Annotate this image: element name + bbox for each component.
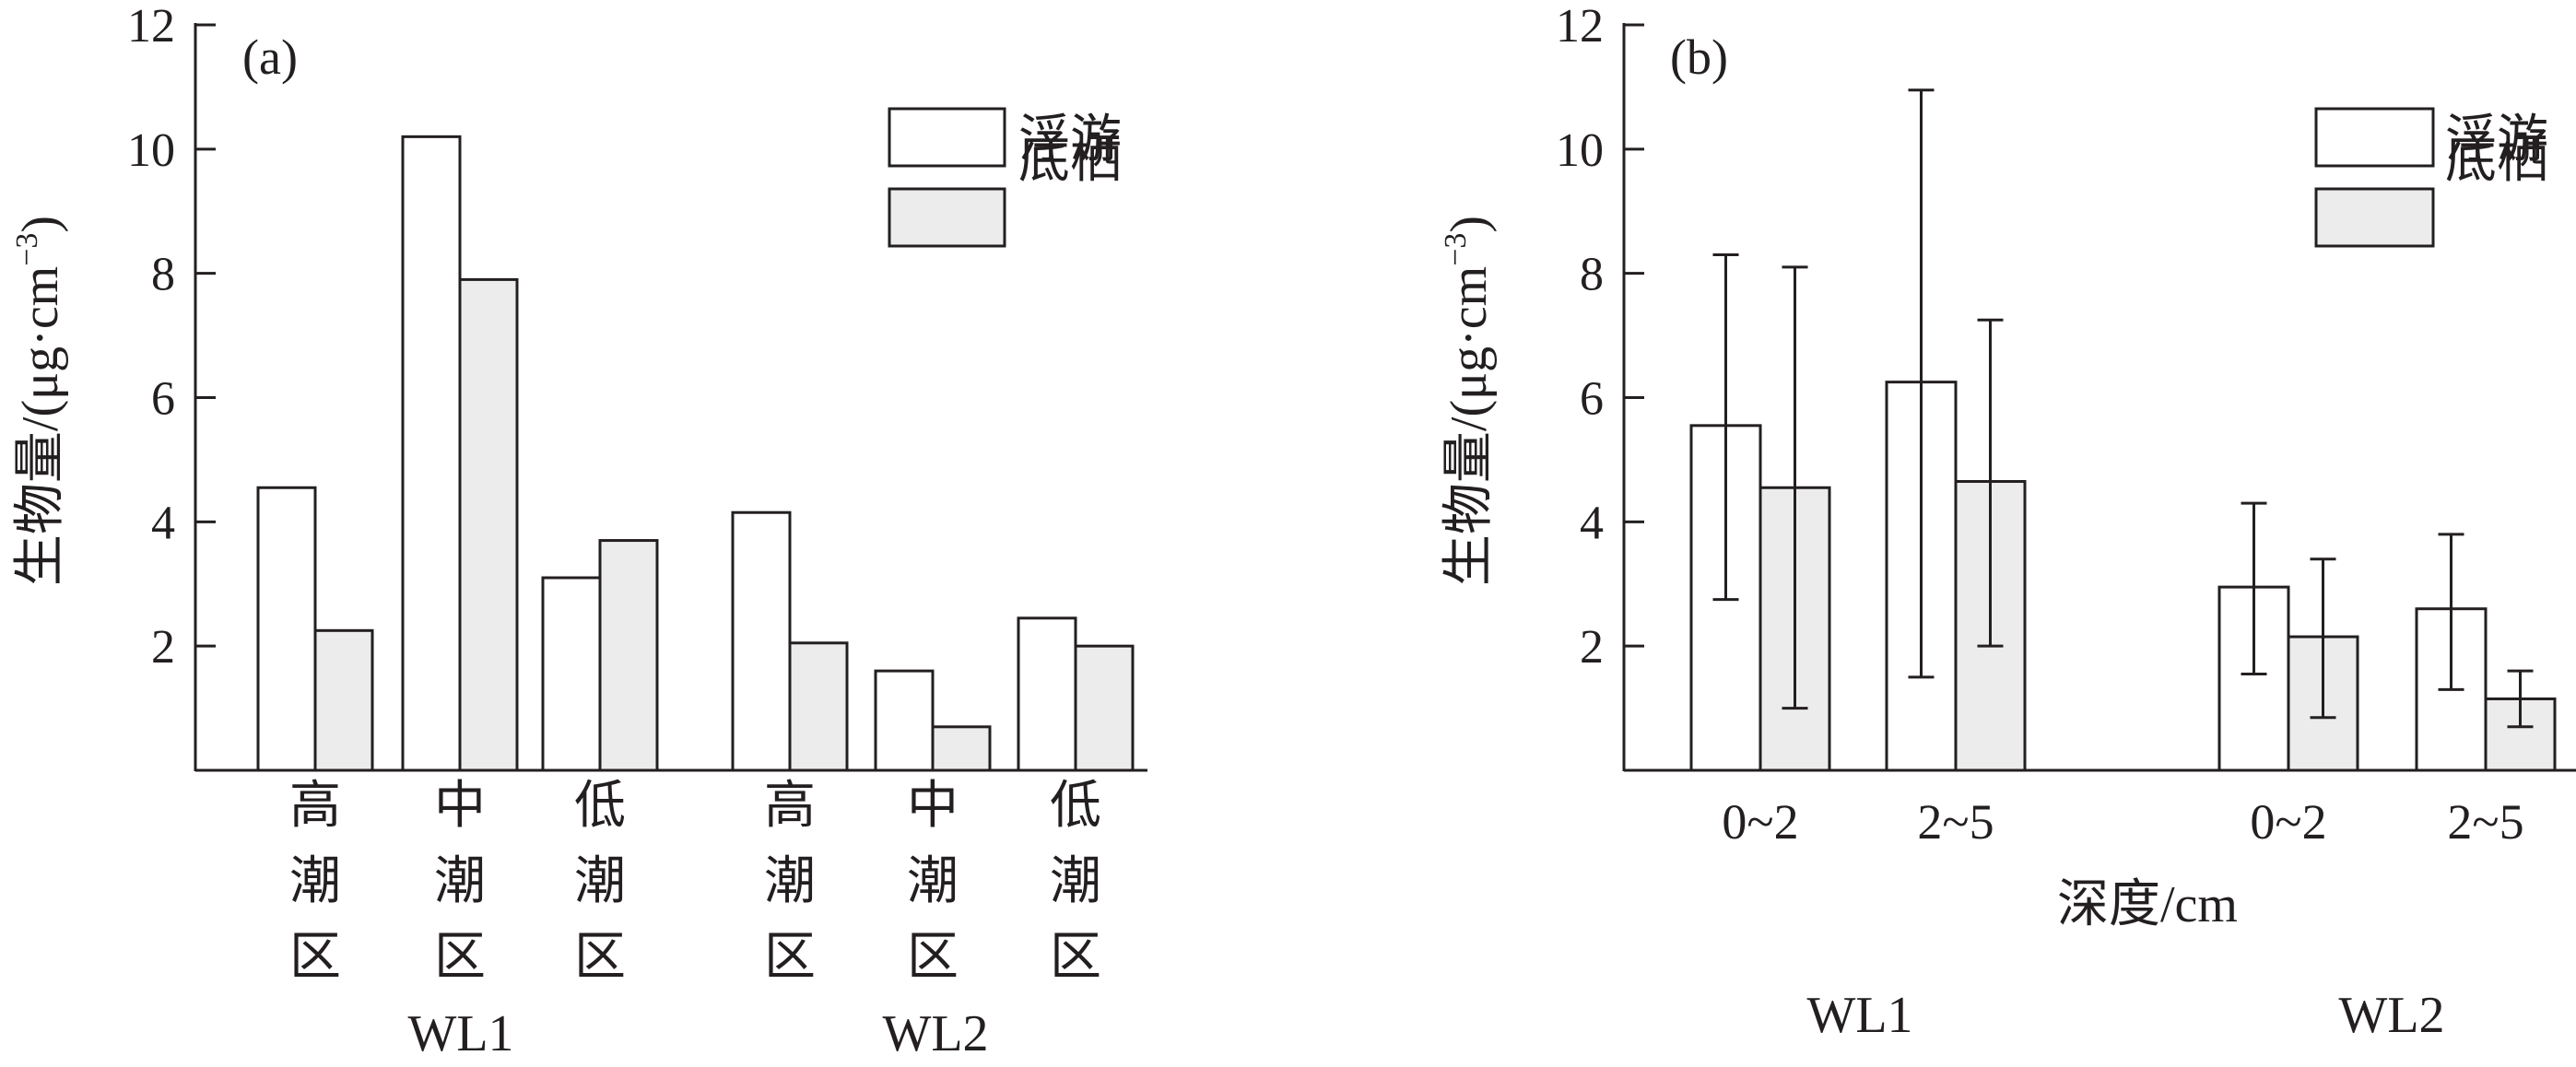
chart-panel-a: 24681012生物量/(μg·cm−3)(a)高潮区中潮区低潮区WL1高潮区中… bbox=[10, 0, 1147, 1062]
category-label-char: 区 bbox=[434, 929, 486, 986]
panel-label: (b) bbox=[1670, 29, 1728, 85]
category-label-char: 区 bbox=[574, 929, 626, 986]
category-label-char: 低 bbox=[574, 778, 626, 835]
y-tick-label: 10 bbox=[127, 124, 175, 177]
y-axis-label-superscript: −3 bbox=[1439, 233, 1473, 266]
bar-planktonic bbox=[874, 669, 935, 772]
legend-label: 浮游 bbox=[2445, 111, 2548, 169]
category-label-char: 低 bbox=[1050, 778, 1101, 835]
category-label-char: 区 bbox=[289, 929, 341, 986]
bar-benthic bbox=[931, 725, 992, 772]
group-label: WL2 bbox=[882, 1005, 988, 1062]
category-label-char: 潮 bbox=[764, 853, 816, 910]
category-label-char: 潮 bbox=[1050, 853, 1101, 910]
y-axis-label-superscript: −3 bbox=[10, 233, 44, 266]
y-axis-label-main: 生物量/(μg·cm bbox=[12, 266, 69, 586]
group-label: WL1 bbox=[1806, 987, 1912, 1044]
chart-panel-b: 2 4 6 8 10 12 生物量/(μg·cm−3) (b) 0~2 2~5 WL1 0~2 2~5 W… bbox=[1439, 0, 2576, 1044]
bar-group-wl2: 0~2 2~5 WL2 bbox=[2217, 501, 2557, 1044]
y-tick-label: 10 bbox=[1556, 124, 1604, 177]
y-axis-label: 生物量/(μg·cm−3) bbox=[10, 216, 69, 586]
category-label-char: 高 bbox=[289, 778, 341, 835]
bar-group-wl1: 0~2 2~5 WL1 bbox=[1689, 88, 2027, 1044]
bar-benthic bbox=[1074, 644, 1135, 772]
category-label: 低潮区 bbox=[1050, 778, 1101, 986]
panel-label: (a) bbox=[242, 29, 298, 85]
category-label: 高潮区 bbox=[289, 778, 341, 986]
bar-benthic bbox=[598, 539, 659, 772]
category-label: 2~5 bbox=[1917, 794, 1994, 850]
category-label: 高潮区 bbox=[764, 778, 816, 986]
y-tick-label: 6 bbox=[151, 373, 175, 426]
bar-benthic bbox=[788, 641, 849, 772]
y-tick-label: 4 bbox=[151, 497, 175, 549]
y-tick-label: 6 bbox=[1580, 373, 1604, 426]
y-tick-label: 12 bbox=[127, 0, 175, 53]
legend-label: 底栖 bbox=[1018, 132, 1122, 189]
legend-swatch-benthic bbox=[888, 187, 1006, 248]
category-label-char: 潮 bbox=[434, 853, 486, 910]
x-axis-label: 深度/cm bbox=[2057, 876, 2238, 933]
legend-swatch-planktonic bbox=[888, 107, 1006, 168]
y-tick-label: 2 bbox=[1580, 621, 1604, 674]
y-tick-label: 8 bbox=[1580, 249, 1604, 301]
bar-benthic bbox=[313, 628, 374, 772]
category-label: 中潮区 bbox=[907, 778, 959, 986]
bar-planktonic bbox=[731, 510, 792, 772]
group-label: WL1 bbox=[407, 1005, 513, 1062]
y-tick-label: 12 bbox=[1556, 0, 1604, 53]
y-tick-label: 2 bbox=[151, 621, 175, 674]
category-label-char: 高 bbox=[764, 778, 816, 835]
legend-swatch-benthic bbox=[2314, 187, 2435, 248]
category-label-char: 潮 bbox=[289, 853, 341, 910]
y-axis-label-close: ) bbox=[12, 216, 69, 233]
bar-planktonic bbox=[1017, 616, 1077, 772]
category-label-char: 中 bbox=[434, 778, 486, 835]
y-axis-label: 生物量/(μg·cm−3) bbox=[1439, 216, 1498, 586]
bar-planktonic bbox=[541, 576, 602, 772]
y-tick-label: 8 bbox=[151, 249, 175, 301]
bar-benthic bbox=[458, 277, 519, 772]
legend-label: 底栖 bbox=[2445, 132, 2548, 189]
legend-label: 浮游 bbox=[1018, 111, 1122, 169]
category-label: 中潮区 bbox=[434, 778, 486, 986]
group-label: WL2 bbox=[2338, 987, 2444, 1044]
y-axis-label-close: ) bbox=[1441, 216, 1498, 233]
bar-planktonic bbox=[256, 486, 317, 772]
category-label-char: 区 bbox=[907, 929, 959, 986]
category-label: 2~5 bbox=[2447, 794, 2523, 850]
category-label: 0~2 bbox=[1722, 794, 1798, 850]
category-label: 0~2 bbox=[2250, 794, 2326, 850]
y-axis-label-main: 生物量/(μg·cm bbox=[1441, 266, 1498, 586]
category-label-char: 中 bbox=[907, 778, 959, 835]
category-label: 低潮区 bbox=[574, 778, 626, 986]
category-label-char: 潮 bbox=[907, 853, 959, 910]
category-label-char: 区 bbox=[764, 929, 816, 986]
legend-swatch-planktonic bbox=[2314, 107, 2435, 168]
category-label-char: 区 bbox=[1050, 929, 1101, 986]
bar-planktonic bbox=[401, 135, 462, 772]
y-tick-label: 4 bbox=[1580, 497, 1604, 549]
category-label-char: 潮 bbox=[574, 853, 626, 910]
